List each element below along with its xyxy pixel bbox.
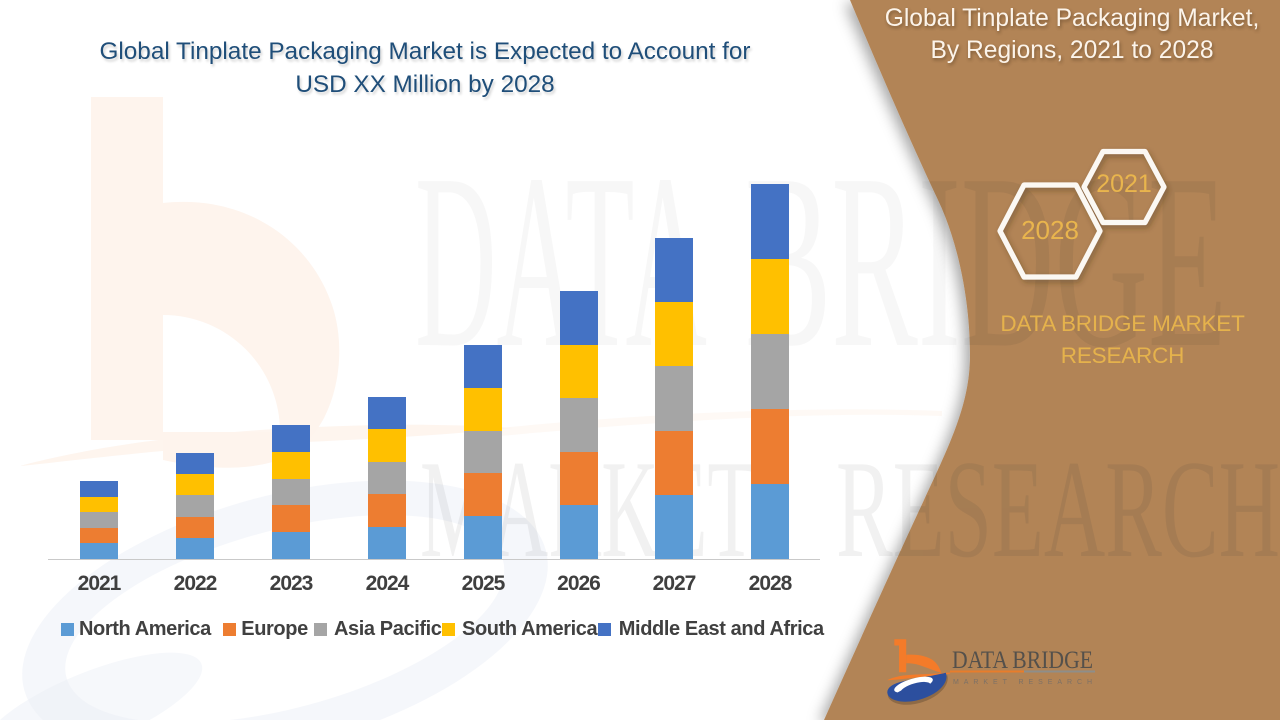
svg-text:DATA BRIDGE: DATA BRIDGE [952, 647, 1093, 674]
svg-text:BRIDGE: BRIDGE [745, 123, 1227, 400]
svg-text:RESEARCH: RESEARCH [836, 432, 1280, 587]
svg-text:MARKET RESEARCH: MARKET RESEARCH [953, 679, 1092, 686]
